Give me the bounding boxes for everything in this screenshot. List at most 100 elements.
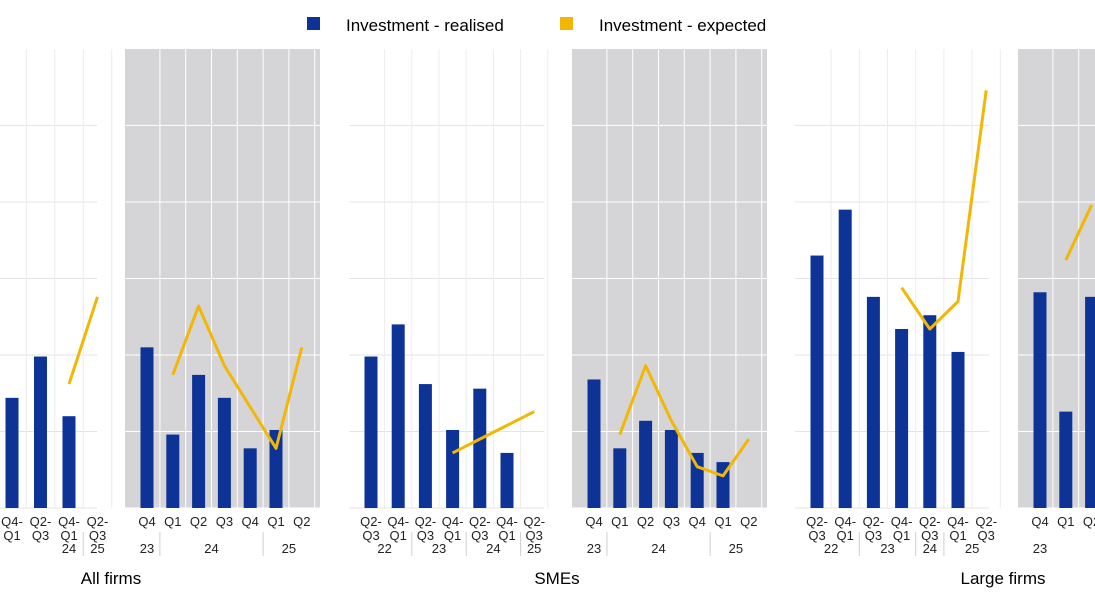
year-label: 23 (432, 541, 446, 556)
tick-label: Q2-Q3 (523, 514, 545, 543)
bar-realised (1059, 411, 1073, 508)
tick-label: Q3 (663, 514, 680, 529)
line-expected (618, 364, 751, 478)
panel-g0-p1: Q4 Q1 Q2 Q3 Q4 Q1 Q2 23 24 25 (125, 49, 320, 556)
bar-realised (62, 416, 76, 508)
bar-realised (587, 379, 601, 508)
year-label: 23 (140, 541, 154, 556)
line-expected (1064, 204, 1093, 261)
tick-label: Q4-Q1 (58, 514, 80, 543)
bar-realised (866, 296, 880, 508)
year-label: 24 (486, 541, 500, 556)
bar-realised (951, 351, 965, 508)
year-label: 25 (965, 541, 979, 556)
bar-realised (500, 452, 514, 508)
group-title-all-firms: All firms (81, 569, 141, 588)
year-label: 25 (527, 541, 541, 556)
bar-realised (1085, 296, 1095, 508)
bar-realised (166, 434, 180, 508)
group-title-smes: SMEs (534, 569, 579, 588)
panel-g0-p0: Q4-Q1 Q2-Q3 Q4-Q1 Q2-Q3 24 25 (0, 49, 113, 556)
legend-swatch-expected (560, 17, 573, 30)
bar-realised (140, 347, 154, 508)
tick-label: Q2-Q3 (30, 514, 52, 543)
bar-realised (364, 356, 378, 508)
tick-label: Q2-Q3 (87, 514, 109, 543)
line-expected (451, 410, 535, 455)
tick-label: Q4-Q1 (496, 514, 518, 543)
tick-label: Q1 (714, 514, 731, 529)
line-expected (171, 304, 304, 450)
tick-label: Q1 (611, 514, 628, 529)
legend-swatch-realised (307, 17, 320, 30)
tick-label: Q4 (689, 514, 706, 529)
year-label: 22 (377, 541, 391, 556)
bar-realised (1033, 292, 1047, 508)
tick-label: Q1 (164, 514, 181, 529)
legend-label-realised: Investment - realised (346, 16, 504, 35)
year-label: 25 (729, 541, 743, 556)
bar-realised (664, 429, 678, 508)
year-label: 22 (824, 541, 838, 556)
tick-label: Q4-Q1 (387, 514, 409, 543)
bar-realised (473, 388, 487, 508)
bar-realised (5, 397, 19, 508)
tick-label: Q4-Q1 (891, 514, 913, 543)
line-expected (900, 90, 988, 331)
tick-label: Q2-Q3 (469, 514, 491, 543)
panel-g1-p1: Q4 Q1 Q2 Q3 Q4 Q1 Q2 23 24 25 (572, 49, 767, 556)
year-label: 25 (282, 541, 296, 556)
bar-realised (810, 255, 824, 508)
bar-realised (391, 324, 405, 508)
tick-label: Q3 (216, 514, 233, 529)
bar-realised (613, 448, 627, 508)
bar-realised (418, 384, 432, 508)
tick-label: Q2 (740, 514, 757, 529)
bar-realised (217, 397, 231, 508)
tick-label: Q4 (585, 514, 602, 529)
tick-label: Q2-Q3 (975, 514, 997, 543)
group-title-large-firms: Large firms (960, 569, 1045, 588)
year-label: 23 (880, 541, 894, 556)
bar-realised (639, 420, 653, 508)
tick-label: Q1 (267, 514, 284, 529)
year-label: 23 (1033, 541, 1047, 556)
tick-label: Q2-Q3 (360, 514, 382, 543)
bar-realised (243, 448, 257, 508)
tick-label: Q4-Q1 (1, 514, 23, 543)
tick-label: Q4 (1031, 514, 1048, 529)
tick-label: Q2-Q3 (806, 514, 828, 543)
bar-realised (192, 374, 206, 508)
year-label: 23 (587, 541, 601, 556)
tick-label: Q4-Q1 (947, 514, 969, 543)
tick-label: Q4-Q1 (834, 514, 856, 543)
legend: Investment - realised Investment - expec… (307, 16, 766, 35)
bar-realised (838, 209, 852, 508)
bar-realised (34, 356, 47, 508)
year-label: 24 (204, 541, 218, 556)
year-label: 24 (651, 541, 665, 556)
bar-realised (269, 429, 283, 508)
bar-realised (923, 315, 937, 508)
year-label: 24 (62, 541, 76, 556)
tick-label: Q1 (1057, 514, 1074, 529)
tick-label: Q2 (293, 514, 310, 529)
line-expected (67, 296, 99, 385)
tick-label: Q2 (190, 514, 207, 529)
tick-label: Q2-Q3 (919, 514, 941, 543)
bar-realised (446, 429, 460, 508)
year-label: 25 (90, 541, 104, 556)
tick-label: Q2 (637, 514, 654, 529)
legend-label-expected: Investment - expected (599, 16, 766, 35)
tick-label: Q2-Q3 (415, 514, 437, 543)
tick-label: Q4 (242, 514, 259, 529)
panel-g2-p1: Q4 Q1 Q2 23 (1018, 49, 1095, 556)
tick-label: Q2 (1083, 514, 1095, 529)
year-label: 24 (923, 541, 937, 556)
tick-label: Q2-Q3 (863, 514, 885, 543)
tick-label: Q4 (138, 514, 155, 529)
tick-label: Q4-Q1 (442, 514, 464, 543)
